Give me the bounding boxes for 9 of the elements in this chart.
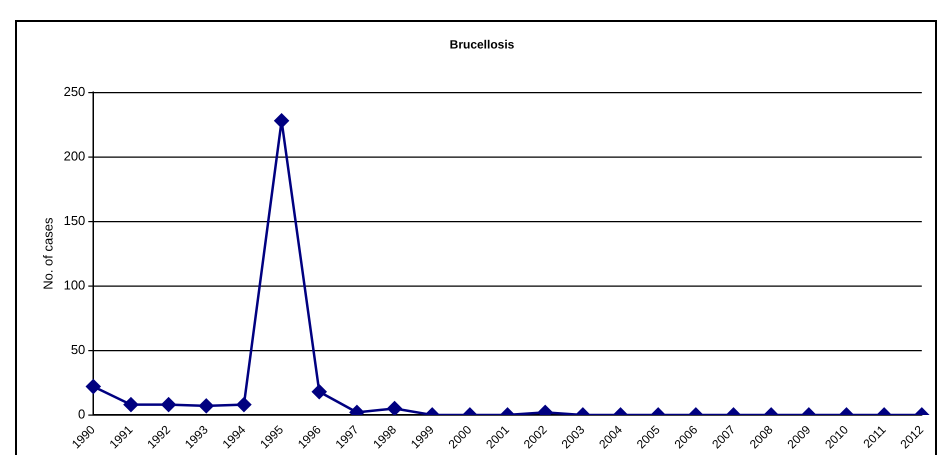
y-tick-label: 250: [64, 84, 86, 99]
y-axis-title: No. of cases: [40, 217, 56, 290]
y-tick-label: 0: [78, 406, 86, 422]
y-tick-label: 150: [64, 212, 86, 228]
chart-title: Brucellosis: [450, 38, 515, 52]
y-tick-label: 100: [64, 278, 86, 293]
point: [274, 114, 289, 128]
y-tick-label: 50: [70, 342, 86, 358]
y-tick-label: 200: [64, 148, 86, 164]
